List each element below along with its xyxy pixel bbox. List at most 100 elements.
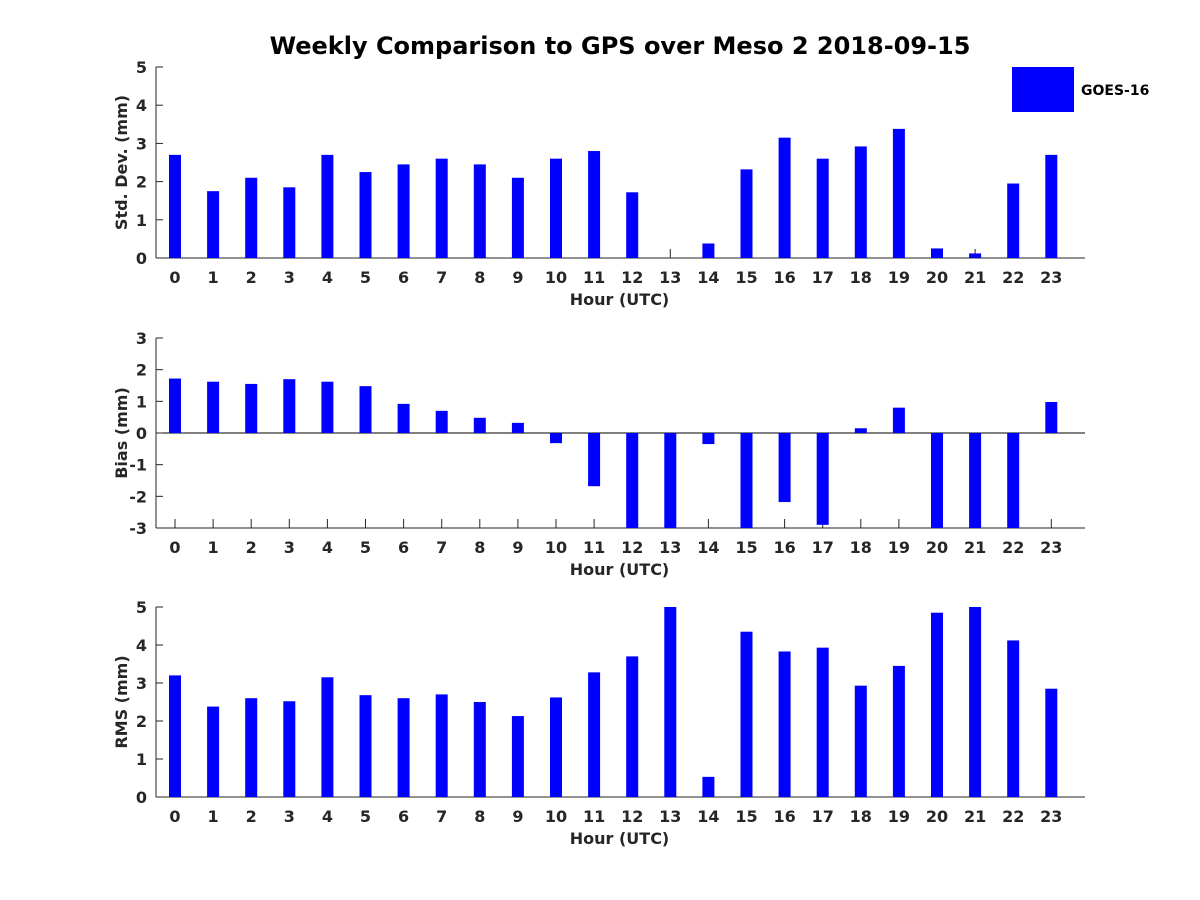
bias-x-tick-label: 15	[735, 538, 757, 557]
rms-x-tick-label: 14	[697, 807, 719, 826]
std-dev-y-tick-label: 3	[136, 134, 147, 153]
bias-y-tick-label: -2	[129, 487, 147, 506]
std-dev-bar	[397, 164, 410, 258]
std-dev-bar	[1007, 183, 1020, 258]
rms-y-tick-label: 0	[136, 788, 147, 807]
rms-y-tick-label: 3	[136, 674, 147, 693]
rms-y-tick-label: 4	[136, 636, 147, 655]
bias-x-tick-label: 14	[697, 538, 719, 557]
bias-x-tick-label: 20	[926, 538, 948, 557]
std-dev-x-tick-label: 19	[888, 268, 910, 287]
bias-bar	[1045, 401, 1058, 433]
bias-x-tick-label: 9	[512, 538, 523, 557]
bias-y-tick-label: 1	[136, 392, 147, 411]
rms-x-tick-label: 11	[583, 807, 605, 826]
std-dev-x-tick-label: 3	[284, 268, 295, 287]
bias-bar	[931, 433, 943, 528]
bias-x-tick-label: 21	[964, 538, 986, 557]
chart-title: Weekly Comparison to GPS over Meso 2 201…	[270, 32, 971, 60]
std-dev-x-tick-label: 2	[246, 268, 257, 287]
rms-bar	[969, 607, 982, 797]
rms-x-tick-label: 22	[1002, 807, 1024, 826]
bias-bar	[588, 433, 601, 487]
std-dev-bar	[588, 151, 601, 258]
rms-x-tick-label: 19	[888, 807, 910, 826]
bias-y-tick-label: -1	[129, 456, 147, 475]
std-dev-y-tick-label: 1	[136, 211, 147, 230]
std-dev-bar	[778, 137, 791, 258]
bias-x-tick-label: 18	[850, 538, 872, 557]
std-dev-bar	[207, 191, 220, 258]
std-dev-bar	[931, 248, 943, 258]
rms-x-tick-label: 9	[512, 807, 523, 826]
bias-bar	[321, 381, 334, 433]
rms-y-tick-label: 2	[136, 712, 147, 731]
rms-x-tick-label: 3	[284, 807, 295, 826]
bias-y-tick-label: 2	[136, 361, 147, 380]
bias-y-tick-label: -3	[129, 519, 147, 538]
bias-x-tick-label: 17	[812, 538, 834, 557]
bias-bar	[359, 386, 372, 433]
bias-x-tick-label: 8	[474, 538, 485, 557]
rms-bar	[321, 677, 334, 797]
std-dev-x-tick-label: 6	[398, 268, 409, 287]
bias-bar	[511, 422, 524, 433]
legend-label: GOES-16	[1081, 83, 1149, 99]
rms-x-tick-label: 4	[322, 807, 333, 826]
bias-x-tick-label: 12	[621, 538, 643, 557]
bias-bar	[283, 379, 296, 433]
bias-x-tick-label: 10	[545, 538, 567, 557]
bias-x-tick-label: 11	[583, 538, 605, 557]
bias-x-tick-label: 16	[773, 538, 795, 557]
bias-x-tick-label: 13	[659, 538, 681, 557]
rms-x-tick-label: 23	[1040, 807, 1062, 826]
bias-bar	[778, 433, 791, 503]
rms-bar	[702, 776, 715, 797]
rms-x-tick-label: 13	[659, 807, 681, 826]
bias-bar	[435, 410, 448, 433]
bias-bar	[473, 417, 486, 433]
rms-bar	[816, 647, 829, 797]
rms-x-tick-label: 0	[169, 807, 180, 826]
rms-bar	[664, 607, 677, 797]
rms-bar	[931, 612, 943, 797]
std-dev-bar	[892, 128, 905, 258]
rms-x-label: Hour (UTC)	[570, 829, 670, 848]
legend-swatch	[1012, 67, 1074, 112]
bias-x-tick-label: 2	[246, 538, 257, 557]
rms-bar	[283, 701, 296, 797]
rms-bar	[854, 685, 867, 797]
std-dev-x-tick-label: 20	[926, 268, 948, 287]
rms-x-tick-label: 15	[735, 807, 757, 826]
rms-y-tick-label: 5	[136, 598, 147, 617]
bias-bar	[664, 433, 677, 528]
bias-bar	[397, 403, 410, 433]
bias-bar	[816, 433, 829, 525]
rms-x-tick-label: 21	[964, 807, 986, 826]
rms-x-tick-label: 16	[773, 807, 795, 826]
rms-x-tick-label: 1	[208, 807, 219, 826]
std-dev-y-tick-label: 4	[136, 96, 147, 115]
std-dev-x-tick-label: 8	[474, 268, 485, 287]
bias-bar	[702, 433, 715, 445]
std-dev-bar	[740, 169, 753, 258]
std-dev-x-tick-label: 11	[583, 268, 605, 287]
bias-x-tick-label: 23	[1040, 538, 1062, 557]
std-dev-bar	[511, 177, 524, 258]
bias-bar	[854, 428, 867, 433]
bias-bar	[892, 407, 905, 433]
std-dev-x-tick-label: 7	[436, 268, 447, 287]
rms-bar	[778, 651, 791, 797]
rms-bar	[588, 672, 601, 797]
legend: GOES-16	[1012, 67, 1149, 112]
std-dev-x-tick-label: 12	[621, 268, 643, 287]
rms-x-tick-label: 12	[621, 807, 643, 826]
std-dev-bar	[473, 164, 486, 258]
bias-bar	[245, 383, 258, 433]
std-dev-x-tick-label: 17	[812, 268, 834, 287]
